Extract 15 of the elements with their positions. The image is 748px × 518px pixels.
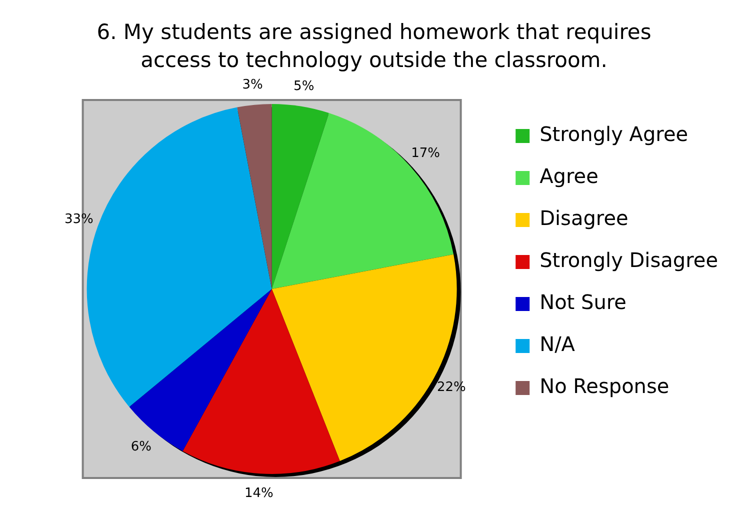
data-label: 5%	[294, 78, 314, 94]
data-label: 6%	[130, 439, 152, 454]
legend-label: Strongly Agree	[540, 122, 688, 146]
legend-label: Disagree	[540, 206, 628, 230]
data-label: 22%	[436, 380, 466, 396]
legend-label: Not Sure	[540, 290, 626, 314]
legend-label: N/A	[540, 332, 576, 356]
legend-label: No Response	[540, 374, 670, 398]
data-label: 17%	[411, 146, 440, 161]
data-label: 14%	[244, 486, 274, 501]
chart-title: 6. My students are assigned homework that requires access to technology outside the classroom.	[96, 19, 652, 74]
legend-label: Strongly Disagree	[540, 248, 718, 272]
legend-label: Agree	[540, 164, 598, 188]
data-label: 33%	[64, 212, 94, 227]
data-label: 3%	[242, 77, 263, 92]
